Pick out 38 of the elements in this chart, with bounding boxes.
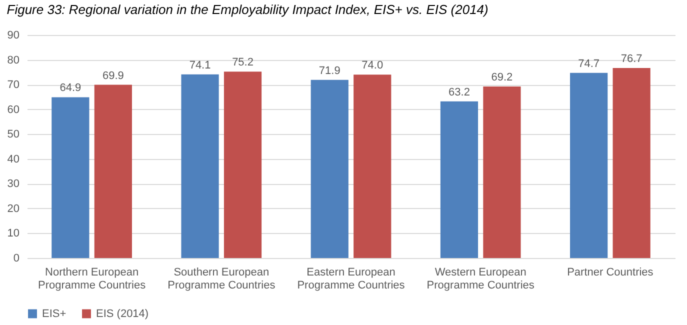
data-label: 74.7 bbox=[578, 58, 600, 70]
y-tick-label: 80 bbox=[7, 54, 20, 66]
y-tick-label: 30 bbox=[7, 178, 20, 190]
data-label: 75.2 bbox=[232, 56, 254, 69]
bar bbox=[440, 101, 478, 258]
data-label: 69.9 bbox=[102, 70, 124, 82]
bar bbox=[224, 72, 262, 258]
x-tick-label: Partner Countries bbox=[567, 266, 654, 278]
y-tick-label: 20 bbox=[7, 202, 20, 215]
bar bbox=[612, 68, 650, 258]
y-tick-label: 50 bbox=[7, 128, 20, 141]
y-tick-label: 70 bbox=[7, 79, 20, 92]
y-tick-label: 10 bbox=[7, 228, 20, 240]
x-tick-label: Southern European Programme Countries bbox=[168, 266, 276, 292]
data-label: 69.2 bbox=[491, 72, 513, 84]
bar bbox=[181, 74, 219, 258]
y-tick-label: 90 bbox=[7, 30, 20, 42]
y-tick-label: 40 bbox=[7, 153, 20, 166]
data-label: 74.1 bbox=[189, 59, 211, 72]
chart-title: Figure 33: Regional variation in the Employability Impact Index, EIS+ vs. EIS (2014) bbox=[6, 2, 488, 17]
bar bbox=[310, 80, 348, 258]
legend-label: EIS (2014) bbox=[96, 308, 149, 320]
y-tick-label: 0 bbox=[13, 252, 20, 264]
data-label: 71.9 bbox=[318, 64, 340, 77]
data-label: 63.2 bbox=[448, 86, 470, 98]
data-label: 76.7 bbox=[620, 52, 642, 65]
data-label: 64.9 bbox=[60, 82, 82, 94]
bar bbox=[94, 84, 132, 258]
bar bbox=[52, 97, 90, 258]
data-label: 74.0 bbox=[362, 60, 384, 72]
bar bbox=[570, 72, 608, 258]
x-tick-label: Northern European Programme Countries bbox=[38, 266, 146, 292]
x-tick-label: Eastern European Programme Countries bbox=[297, 266, 406, 292]
x-tick-label: Western European Programme Countries bbox=[426, 266, 535, 292]
bar bbox=[354, 74, 392, 258]
y-tick-label: 60 bbox=[7, 104, 20, 116]
legend-label: EIS+ bbox=[42, 308, 66, 320]
bar bbox=[483, 86, 521, 258]
